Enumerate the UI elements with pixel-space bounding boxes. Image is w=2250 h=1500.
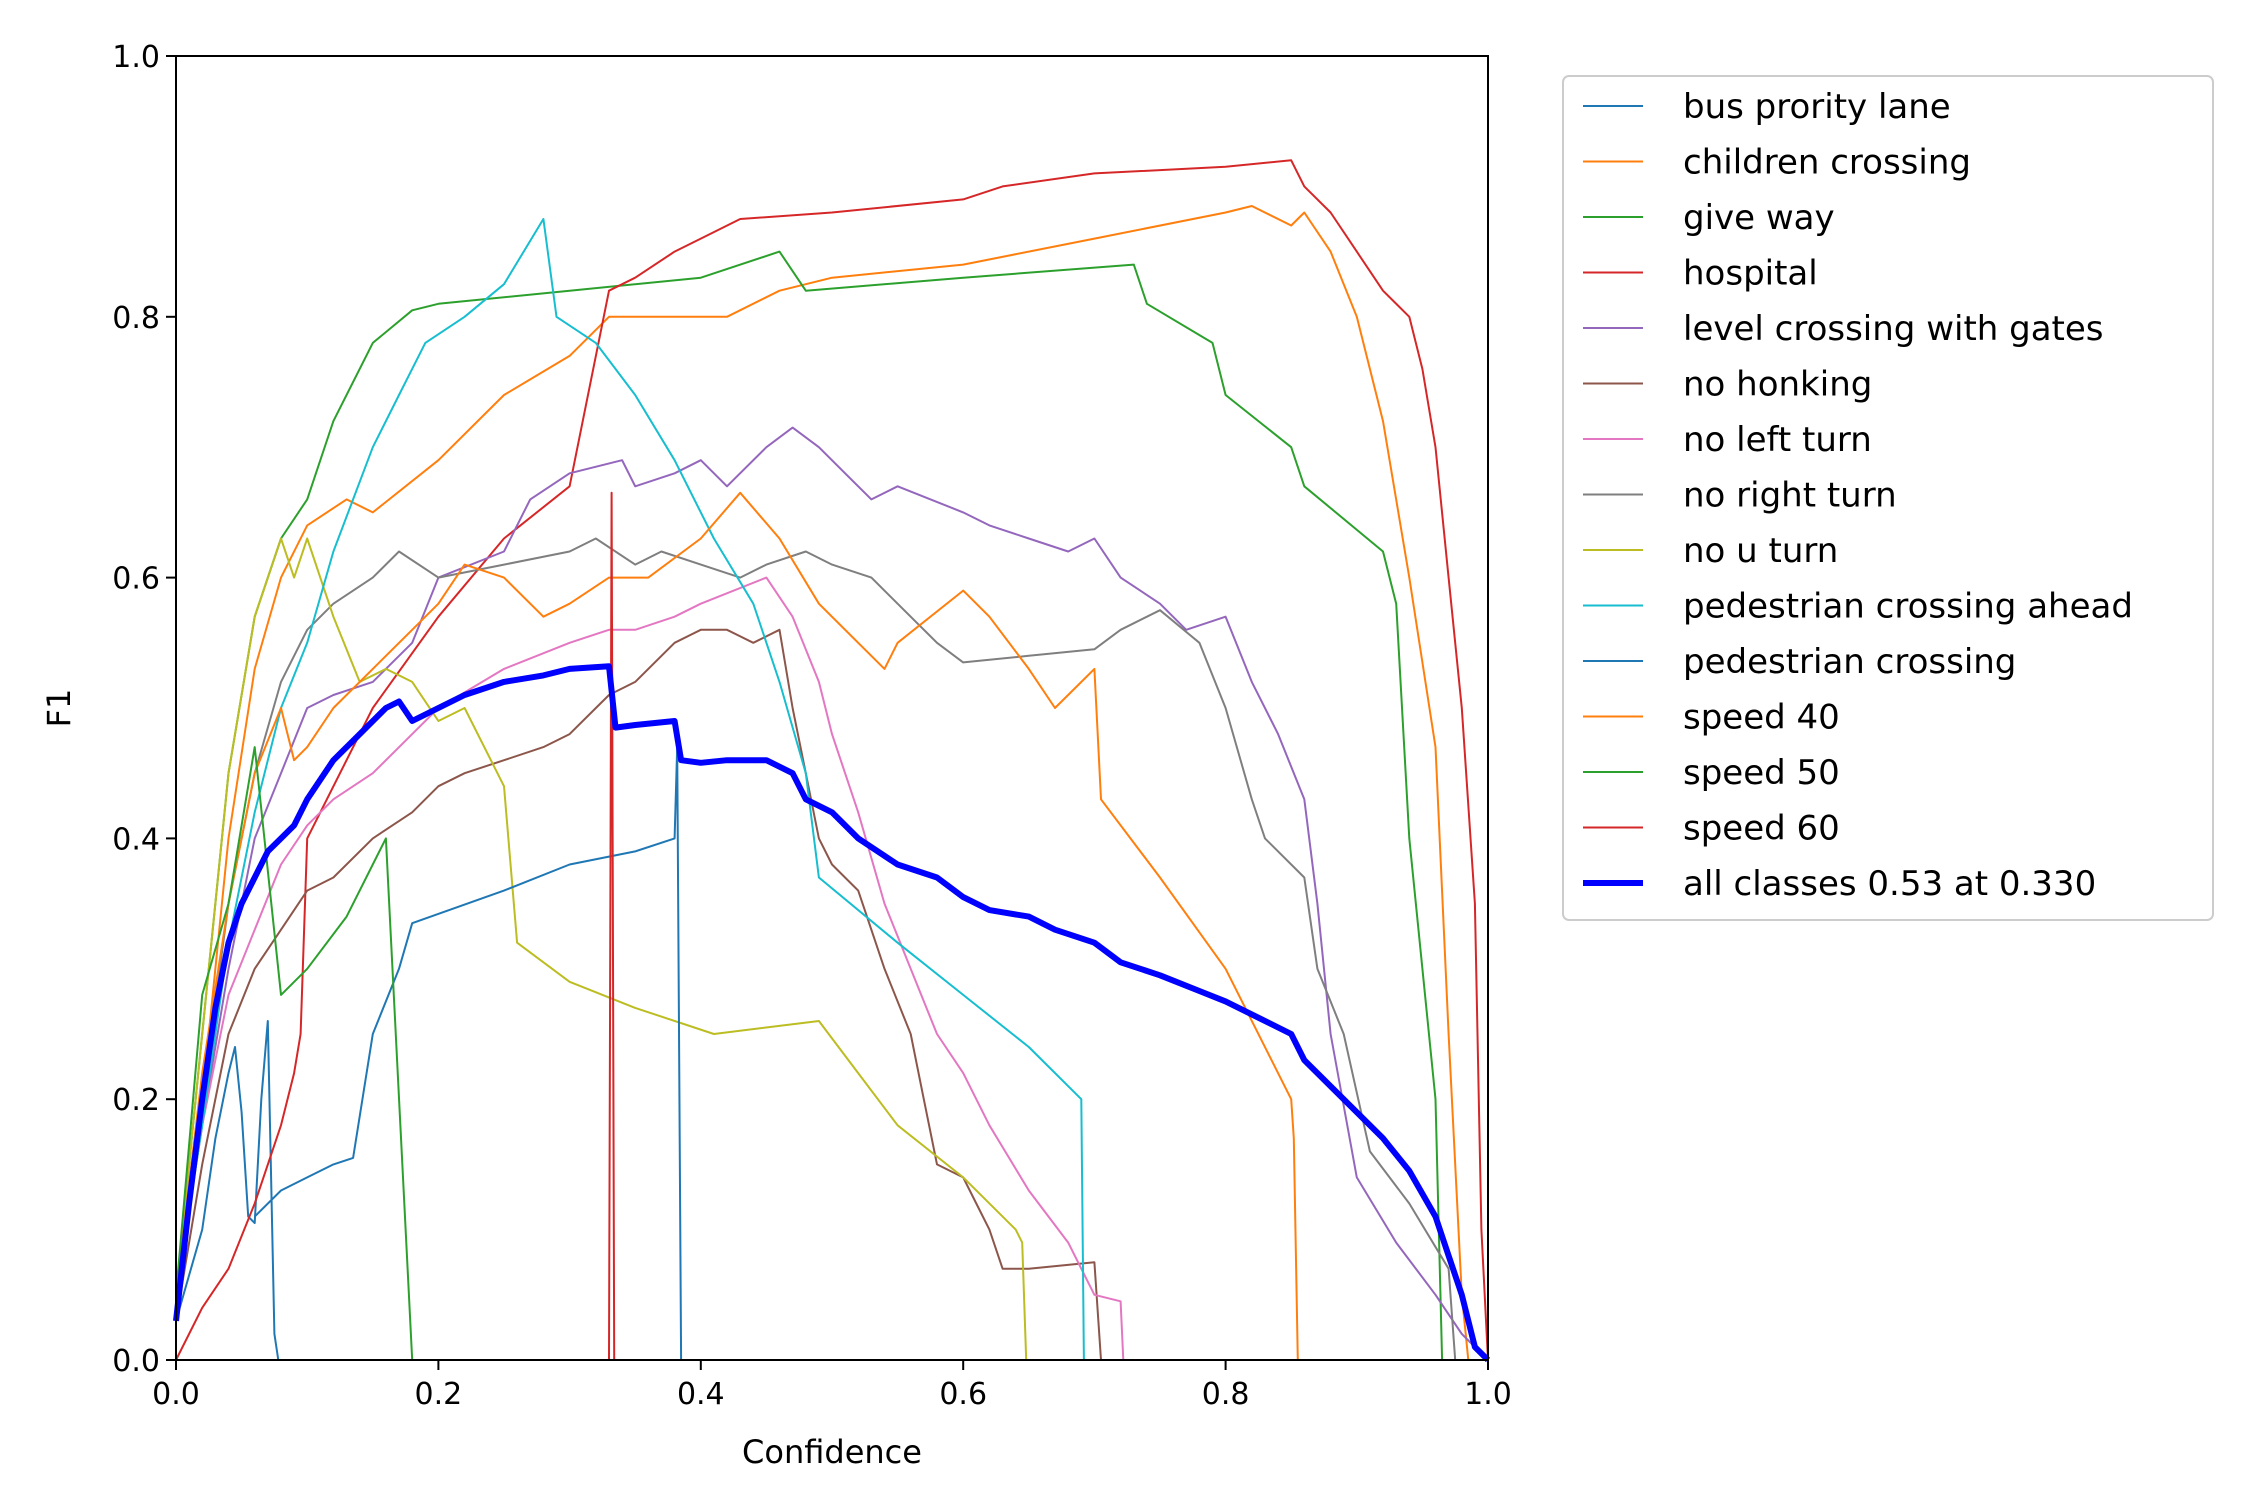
legend-label-14: all classes 0.53 at 0.330 <box>1683 864 2096 904</box>
legend-label-3: hospital <box>1683 254 1818 294</box>
y-tick-label: 0.0 <box>112 1344 160 1379</box>
x-tick-label: 0.0 <box>152 1377 200 1412</box>
y-tick-label: 0.2 <box>112 1083 160 1118</box>
plot-frame <box>175 55 1489 1361</box>
x-tick-label: 0.2 <box>415 1377 463 1412</box>
legend-label-13: speed 60 <box>1683 809 1840 849</box>
x-axis: 0.0 0.2 0.4 0.6 0.8 1.0 <box>152 1360 1512 1412</box>
x-tick-label: 0.4 <box>677 1377 725 1412</box>
legend-label-10: pedestrian crossing <box>1683 642 2016 682</box>
legend-label-6: no left turn <box>1683 420 1872 460</box>
legend-label-4: level crossing with gates <box>1683 309 2104 349</box>
series-line-9 <box>175 218 1488 1361</box>
y-tick-label: 0.8 <box>112 301 160 336</box>
y-axis-label: F1 <box>40 689 78 728</box>
legend-box <box>1562 75 2214 921</box>
series-line-5 <box>175 628 1488 1361</box>
series-line-6 <box>175 576 1488 1361</box>
x-tick-label: 0.6 <box>939 1377 987 1412</box>
legend-label-9: pedestrian crossing ahead <box>1683 587 2133 627</box>
x-axis-label: Confidence <box>742 1433 922 1471</box>
x-tick-label: 0.8 <box>1202 1377 1250 1412</box>
legend-label-5: no honking <box>1683 365 1872 405</box>
x-tick-label: 1.0 <box>1464 1377 1512 1412</box>
series-line-8 <box>175 537 1488 1361</box>
series-line-1 <box>175 205 1488 1361</box>
y-tick-label: 0.4 <box>112 822 160 857</box>
series-line-3 <box>175 159 1489 1361</box>
legend-label-12: speed 50 <box>1683 753 1840 793</box>
series-line-11 <box>175 491 1488 1361</box>
y-tick-label: 0.6 <box>112 562 160 597</box>
y-tick-label: 1.0 <box>112 40 160 75</box>
series-layer <box>173 159 1491 1363</box>
y-axis: 0.0 0.2 0.4 0.6 0.8 1.0 <box>112 40 176 1379</box>
series-line-14 <box>173 663 1491 1363</box>
series-line-4 <box>175 426 1489 1361</box>
series-line-7 <box>175 537 1488 1361</box>
legend-label-8: no u turn <box>1683 531 1838 571</box>
legend-label-2: give way <box>1683 198 1835 238</box>
legend-label-7: no right turn <box>1683 476 1897 516</box>
series-line-0 <box>175 1020 1488 1361</box>
series-line-10 <box>253 746 1488 1361</box>
series-line-12 <box>175 746 1488 1361</box>
legend-label-11: speed 40 <box>1683 698 1840 738</box>
legend: bus prority lane children crossing give wa… <box>1562 75 2214 921</box>
legend-label-1: children crossing <box>1683 143 1971 183</box>
legend-label-0: bus prority lane <box>1683 87 1951 127</box>
series-line-2 <box>175 250 1488 1361</box>
